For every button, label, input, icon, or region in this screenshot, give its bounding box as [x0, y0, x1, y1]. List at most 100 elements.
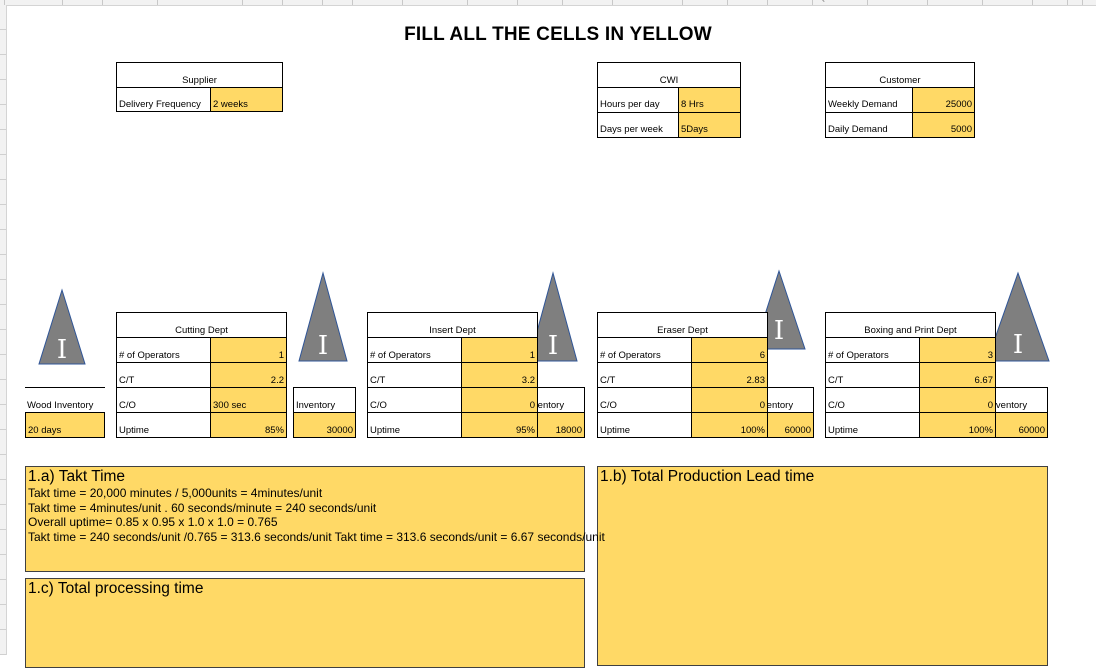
- dept-ops-value-cell[interactable]: 1: [210, 337, 287, 363]
- supplier-delivery-value-cell[interactable]: 2 weeks: [210, 87, 283, 112]
- column-letter[interactable]: H: [360, 0, 365, 2]
- dept-ct-value-cell[interactable]: 6.67: [919, 362, 996, 388]
- column-letter[interactable]: R: [875, 0, 880, 2]
- column-letter[interactable]: S: [935, 0, 940, 2]
- dept-co-value-cell[interactable]: 0: [461, 387, 538, 413]
- column-letter[interactable]: B: [70, 0, 75, 2]
- dept-co-label-cell[interactable]: C/O: [825, 387, 920, 413]
- dept-name-cell[interactable]: Cutting Dept: [116, 312, 287, 338]
- lead-time-box[interactable]: 1.b) Total Production Lead time: [597, 466, 1048, 666]
- dept-ct-label-cell[interactable]: C/T: [597, 362, 692, 388]
- inventory-value: 60000: [784, 425, 811, 436]
- customer-header-cell[interactable]: Customer: [825, 62, 975, 88]
- dept-up-value: 85%: [264, 425, 284, 436]
- dept-ops-label-cell[interactable]: # of Operators: [367, 337, 462, 363]
- dept-co-label-cell[interactable]: C/O: [116, 387, 211, 413]
- dept-co-label-cell[interactable]: C/O: [597, 387, 692, 413]
- dept-up-label-cell[interactable]: Uptime: [367, 412, 462, 438]
- dept-name-cell[interactable]: Eraser Dept: [597, 312, 768, 338]
- column-letter[interactable]: V: [1075, 0, 1080, 2]
- days-per-week-label: Days per week: [600, 124, 663, 135]
- dept-up-label: Uptime: [828, 425, 859, 436]
- inventory-value-cell[interactable]: 30000: [293, 412, 356, 438]
- dept-co-value-cell[interactable]: 0: [691, 387, 768, 413]
- customer-weekly-label-cell[interactable]: Weekly Demand: [825, 87, 913, 113]
- column-letter[interactable]: T: [990, 0, 994, 2]
- dept-ops-label-cell[interactable]: # of Operators: [825, 337, 920, 363]
- takt-time-box[interactable]: 1.a) Takt Time Takt time = 20,000 minute…: [25, 466, 605, 572]
- cwi-header-cell[interactable]: CWI: [597, 62, 741, 88]
- dept-name: Boxing and Print Dept: [864, 325, 957, 336]
- customer-weekly-value-cell[interactable]: 25000: [912, 87, 975, 113]
- dept-ops-label-cell[interactable]: # of Operators: [597, 337, 692, 363]
- cwi-header: CWI: [659, 75, 679, 86]
- dept-co-label-cell[interactable]: C/O: [367, 387, 462, 413]
- column-letter[interactable]: N: [690, 0, 695, 2]
- inventory-value-cell[interactable]: 20 days: [25, 412, 105, 438]
- dept-up-label-cell[interactable]: Uptime: [825, 412, 920, 438]
- dept-co-label: C/O: [119, 400, 136, 411]
- dept-ops-value-cell[interactable]: 1: [461, 337, 538, 363]
- column-letter[interactable]: M: [620, 0, 626, 2]
- dept-co-value-cell[interactable]: 0: [919, 387, 996, 413]
- column-letter[interactable]: Q: [820, 0, 825, 2]
- dept-up-value: 95%: [515, 425, 535, 436]
- cwi-days-label-cell[interactable]: Days per week: [597, 112, 679, 138]
- dept-co-value-cell[interactable]: 300 sec: [210, 387, 287, 413]
- column-letter[interactable]: G: [330, 0, 335, 2]
- dept-ct-label-cell[interactable]: C/T: [367, 362, 462, 388]
- column-letter[interactable]: I: [410, 0, 412, 2]
- dept-ct-value-cell[interactable]: 2.2: [210, 362, 287, 388]
- column-letter[interactable]: J: [475, 0, 479, 2]
- column-letter[interactable]: K: [525, 0, 530, 2]
- column-letter[interactable]: C: [110, 0, 115, 2]
- dept-ct-value-cell[interactable]: 3.2: [461, 362, 538, 388]
- supplier-delivery-label-cell[interactable]: Delivery Frequency: [116, 87, 211, 112]
- dept-up-value-cell[interactable]: 100%: [691, 412, 768, 438]
- dept-ct-label-cell[interactable]: C/T: [825, 362, 920, 388]
- takt-line-3: Overall uptime= 0.85 x 0.95 x 1.0 x 1.0 …: [28, 515, 278, 530]
- dept-up-label-cell[interactable]: Uptime: [116, 412, 211, 438]
- column-letter[interactable]: O: [735, 0, 740, 2]
- customer-daily-label-cell[interactable]: Daily Demand: [825, 112, 913, 138]
- dept-ops-value-cell[interactable]: 6: [691, 337, 768, 363]
- dept-name-cell[interactable]: Insert Dept: [367, 312, 538, 338]
- cwi-hours-value-cell[interactable]: 8 Hrs: [678, 87, 741, 113]
- column-letter[interactable]: U: [1040, 0, 1045, 2]
- supplier-header-cell[interactable]: Supplier: [116, 62, 283, 88]
- supplier-header: Supplier: [182, 75, 217, 86]
- row-header-gutter: [0, 5, 7, 655]
- inventory-label: Inventory: [525, 400, 565, 411]
- dept-co-label: C/O: [600, 400, 617, 411]
- dept-ops-value: 1: [278, 350, 284, 361]
- dept-up-value-cell[interactable]: 85%: [210, 412, 287, 438]
- column-letter[interactable]: A: [12, 0, 17, 2]
- column-letter[interactable]: L: [570, 0, 574, 2]
- cwi-days-value-cell[interactable]: 5Days: [678, 112, 741, 138]
- column-letter[interactable]: F: [290, 0, 294, 2]
- daily-demand-label: Daily Demand: [828, 124, 888, 135]
- processing-time-box[interactable]: 1.c) Total processing time: [25, 578, 585, 668]
- dept-up-label-cell[interactable]: Uptime: [597, 412, 692, 438]
- inventory-value: 60000: [1018, 425, 1045, 436]
- weekly-demand-label: Weekly Demand: [828, 99, 898, 110]
- column-letter[interactable]: D: [165, 0, 170, 2]
- daily-demand-value: 5000: [950, 124, 972, 135]
- dept-up-value-cell[interactable]: 100%: [919, 412, 996, 438]
- column-letter[interactable]: P: [775, 0, 780, 2]
- dept-ops-label-cell[interactable]: # of Operators: [116, 337, 211, 363]
- column-letter[interactable]: E: [250, 0, 255, 2]
- cwi-hours-label-cell[interactable]: Hours per day: [597, 87, 679, 113]
- dept-ct-value-cell[interactable]: 2.83: [691, 362, 768, 388]
- dept-ops-value-cell[interactable]: 3: [919, 337, 996, 363]
- hours-per-day-label: Hours per day: [600, 99, 660, 110]
- inventory-label-cell[interactable]: Wood Inventory: [25, 387, 105, 413]
- dept-ct-value: 6.67: [974, 375, 994, 386]
- dept-ct-label-cell[interactable]: C/T: [116, 362, 211, 388]
- dept-ct-label: C/T: [828, 375, 844, 386]
- inventory-label-cell[interactable]: Inventory: [293, 387, 356, 413]
- dept-name-cell[interactable]: Boxing and Print Dept: [825, 312, 996, 338]
- column-letter[interactable]: W: [1090, 0, 1096, 2]
- dept-up-value-cell[interactable]: 95%: [461, 412, 538, 438]
- customer-daily-value-cell[interactable]: 5000: [912, 112, 975, 138]
